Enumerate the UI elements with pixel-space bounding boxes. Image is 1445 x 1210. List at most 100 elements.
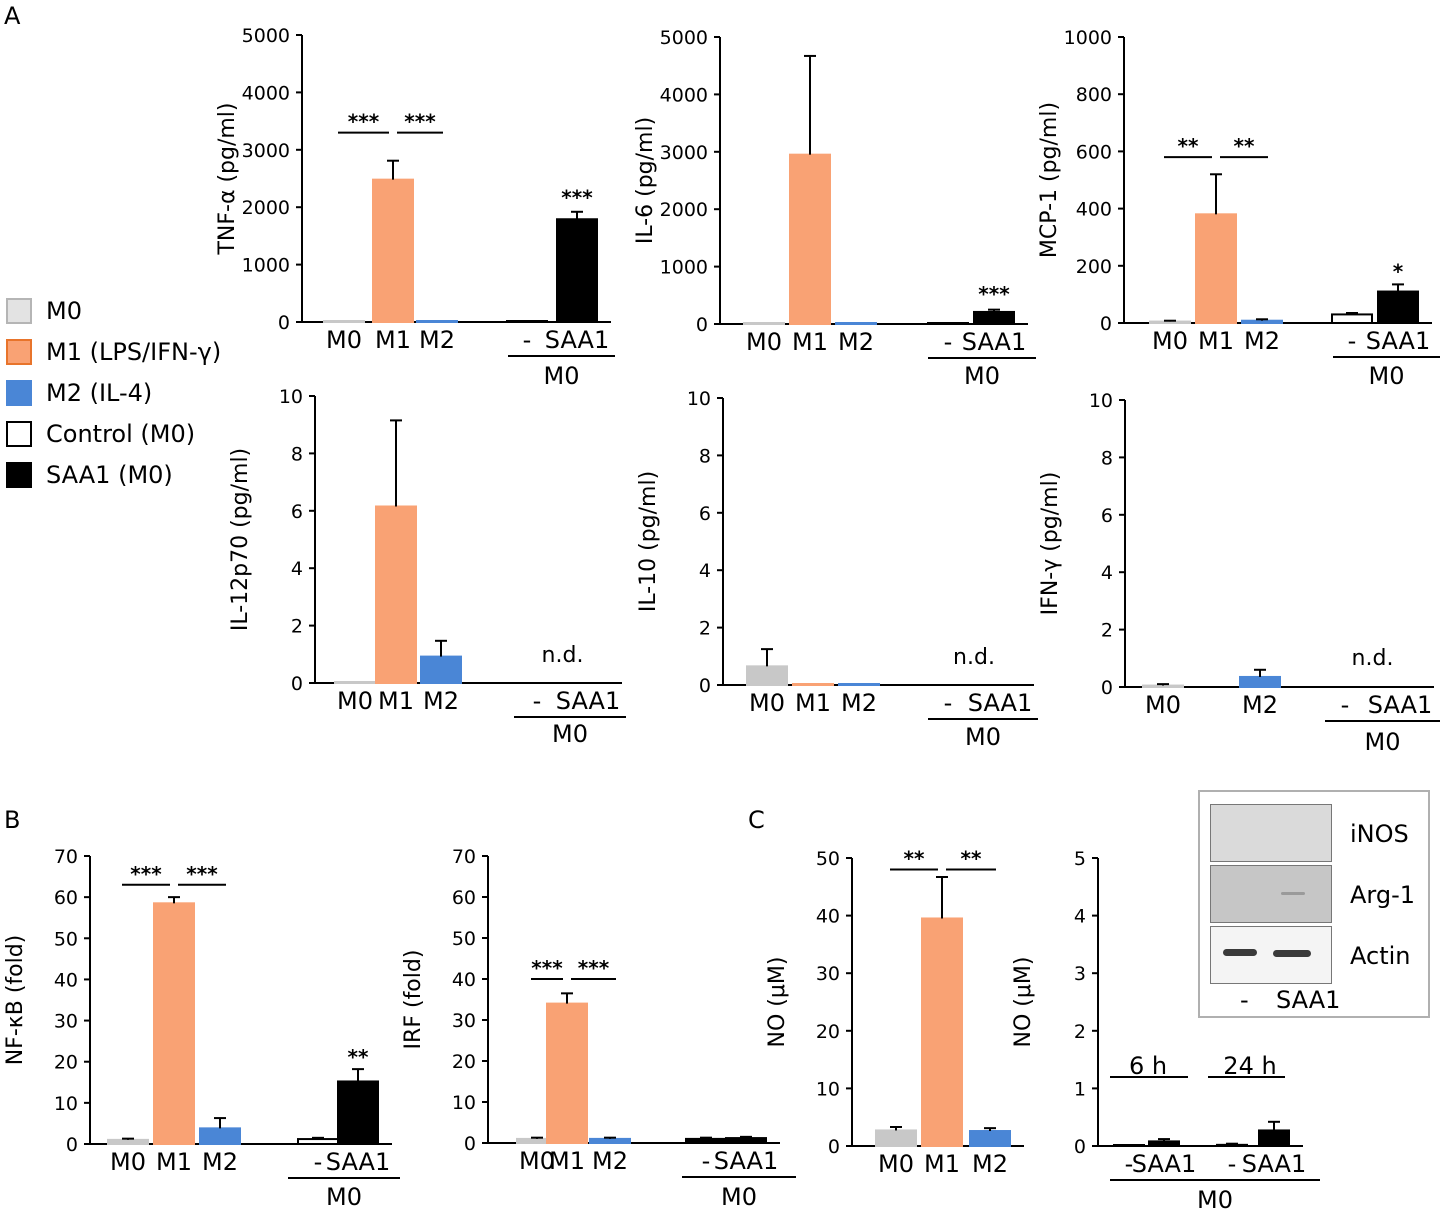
nfkb-group-label: M0 (326, 1183, 362, 1210)
ifng-tick-label: 8 (1101, 447, 1113, 469)
il6-bar-0 (743, 322, 785, 325)
tnf-bar-4 (556, 218, 598, 323)
no1-tick-label: 50 (816, 848, 840, 870)
legend-item-m2: M2 (IL-4) (6, 372, 221, 413)
tnf-bar-3 (506, 320, 548, 323)
no1-tick-label: 40 (816, 906, 840, 928)
il10-category-label-2: M2 (841, 689, 877, 717)
nfkb-tick-label: 70 (54, 846, 78, 868)
legend-item-control: Control (M0) (6, 413, 221, 454)
mcp1-tick-label: 600 (1076, 141, 1112, 163)
legend-swatch-control (6, 420, 32, 447)
il6-tick-label: 2000 (660, 199, 708, 221)
mcp1-sig-label-0: ** (1178, 134, 1199, 158)
mcp1-category-label-4: SAA1 (1366, 327, 1430, 355)
blot-band-actin (1210, 926, 1332, 984)
nfkb-category-label-3: - (314, 1148, 323, 1176)
ifng-bar-1 (1239, 675, 1281, 689)
no2-bar-0 (1113, 1144, 1145, 1147)
il12-group-label: M0 (552, 720, 588, 748)
il12-y-label: IL-12p70 (pg/ml) (228, 448, 253, 631)
no2-tick-label: 4 (1074, 906, 1086, 928)
il6-category-label-4: SAA1 (962, 328, 1026, 356)
blot-signal-actin-saa1 (1273, 950, 1311, 957)
no2-time-label-1: 24 h (1223, 1052, 1276, 1080)
ifng-tick-label: 0 (1101, 677, 1113, 699)
il6-tick-label: 3000 (660, 142, 708, 164)
no2-tick-label: 3 (1074, 963, 1086, 985)
nfkb-tick-label: 10 (54, 1093, 78, 1115)
irf-bar-1 (546, 1002, 588, 1144)
blot-label-arg1: Arg-1 (1350, 881, 1416, 909)
blot-band-arg1 (1210, 865, 1332, 923)
irf-tick-label: 70 (452, 846, 476, 868)
tnf-category-label-1: M1 (375, 326, 411, 354)
no1-category-label-2: M2 (972, 1150, 1008, 1178)
blot-label-inos: iNOS (1350, 820, 1409, 848)
tnf-tick-label: 2000 (242, 197, 290, 219)
ifng-bar-0 (1142, 684, 1184, 689)
mcp1-y-label: MCP-1 (pg/ml) (1037, 102, 1062, 258)
tnf-y-label: TNF-α (pg/ml) (215, 102, 240, 255)
ifng-group-label: M0 (1365, 728, 1401, 756)
il6-category-label-3: - (944, 328, 953, 356)
nfkb-y-label: NF-κB (fold) (3, 935, 28, 1066)
irf-sig-label-0: *** (531, 956, 563, 980)
nfkb-sig-label-2: ** (348, 1045, 369, 1069)
mcp1-category-label-1: M1 (1198, 327, 1234, 355)
no1-sig-label-1: ** (961, 847, 982, 871)
il10-category-label-4: SAA1 (968, 689, 1032, 717)
blot-lane-control: - (1240, 986, 1249, 1014)
mcp1-category-label-3: - (1348, 327, 1357, 355)
nfkb-bar-1 (153, 902, 195, 1145)
tnf-sig-label-1: *** (404, 110, 436, 134)
nfkb-bar-4 (337, 1080, 379, 1146)
il6-sig-label-0: *** (978, 282, 1010, 306)
il12-category-label-2: M2 (423, 687, 459, 715)
tnf-tick-label: 1000 (242, 255, 290, 277)
legend-item-m1: M1 (LPS/IFN-γ) (6, 331, 221, 372)
irf-category-label-0: M0 (519, 1147, 555, 1175)
mcp1-sig-label-1: ** (1234, 134, 1255, 158)
mcp1-category-label-0: M0 (1152, 327, 1188, 355)
il12-category-label-0: M0 (337, 687, 373, 715)
irf-bar-2 (589, 1137, 631, 1145)
il10-bar-0 (746, 665, 788, 686)
il12-bar-2 (420, 655, 462, 685)
tnf-tick-label: 4000 (242, 82, 290, 104)
no2-category-label-0: - (1125, 1150, 1134, 1178)
blot-signal-arg1 (1281, 892, 1305, 895)
nfkb-tick-label: 40 (54, 969, 78, 991)
tnf-sig-label-2: *** (561, 185, 593, 209)
il10-tick-label: 2 (699, 618, 711, 640)
ifng-category-label-3: SAA1 (1368, 691, 1432, 719)
il12-nd-label: n.d. (542, 643, 584, 668)
nfkb-category-label-4: SAA1 (326, 1148, 390, 1176)
blot-label-actin: Actin (1350, 942, 1411, 970)
tnf-bar-1 (372, 178, 414, 323)
irf-bar-4 (725, 1137, 767, 1144)
il6-tick-label: 0 (696, 314, 708, 336)
tnf-tick-label: 3000 (242, 140, 290, 162)
il10-bar-2 (838, 683, 880, 686)
irf-tick-label: 30 (452, 1010, 476, 1032)
ifng-tick-label: 10 (1089, 390, 1113, 412)
mcp1-bar-1 (1195, 213, 1237, 325)
ifng-tick-label: 4 (1101, 562, 1113, 584)
irf-tick-label: 10 (452, 1092, 476, 1114)
mcp1-bar-2 (1241, 319, 1283, 325)
ifng-category-label-2: - (1341, 691, 1350, 719)
nfkb-tick-label: 50 (54, 928, 78, 950)
irf-group-label: M0 (721, 1183, 757, 1210)
no1-tick-label: 0 (828, 1136, 840, 1158)
nfkb-tick-label: 30 (54, 1011, 78, 1033)
no1-y-label: NO (μM) (765, 957, 790, 1048)
mcp1-tick-label: 200 (1076, 256, 1112, 278)
il6-bar-1 (789, 153, 831, 325)
legend: M0 M1 (LPS/IFN-γ) M2 (IL-4) Control (M0)… (6, 290, 221, 495)
il10-category-label-3: - (944, 689, 953, 717)
mcp1-tick-label: 800 (1076, 84, 1112, 106)
tnf-tick-label: 5000 (242, 25, 290, 47)
il6-category-label-2: M2 (838, 328, 874, 356)
